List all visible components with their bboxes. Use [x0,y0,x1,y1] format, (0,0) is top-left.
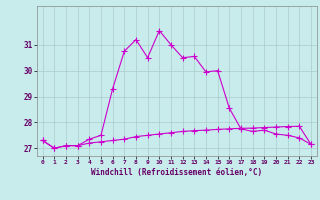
X-axis label: Windchill (Refroidissement éolien,°C): Windchill (Refroidissement éolien,°C) [91,168,262,177]
